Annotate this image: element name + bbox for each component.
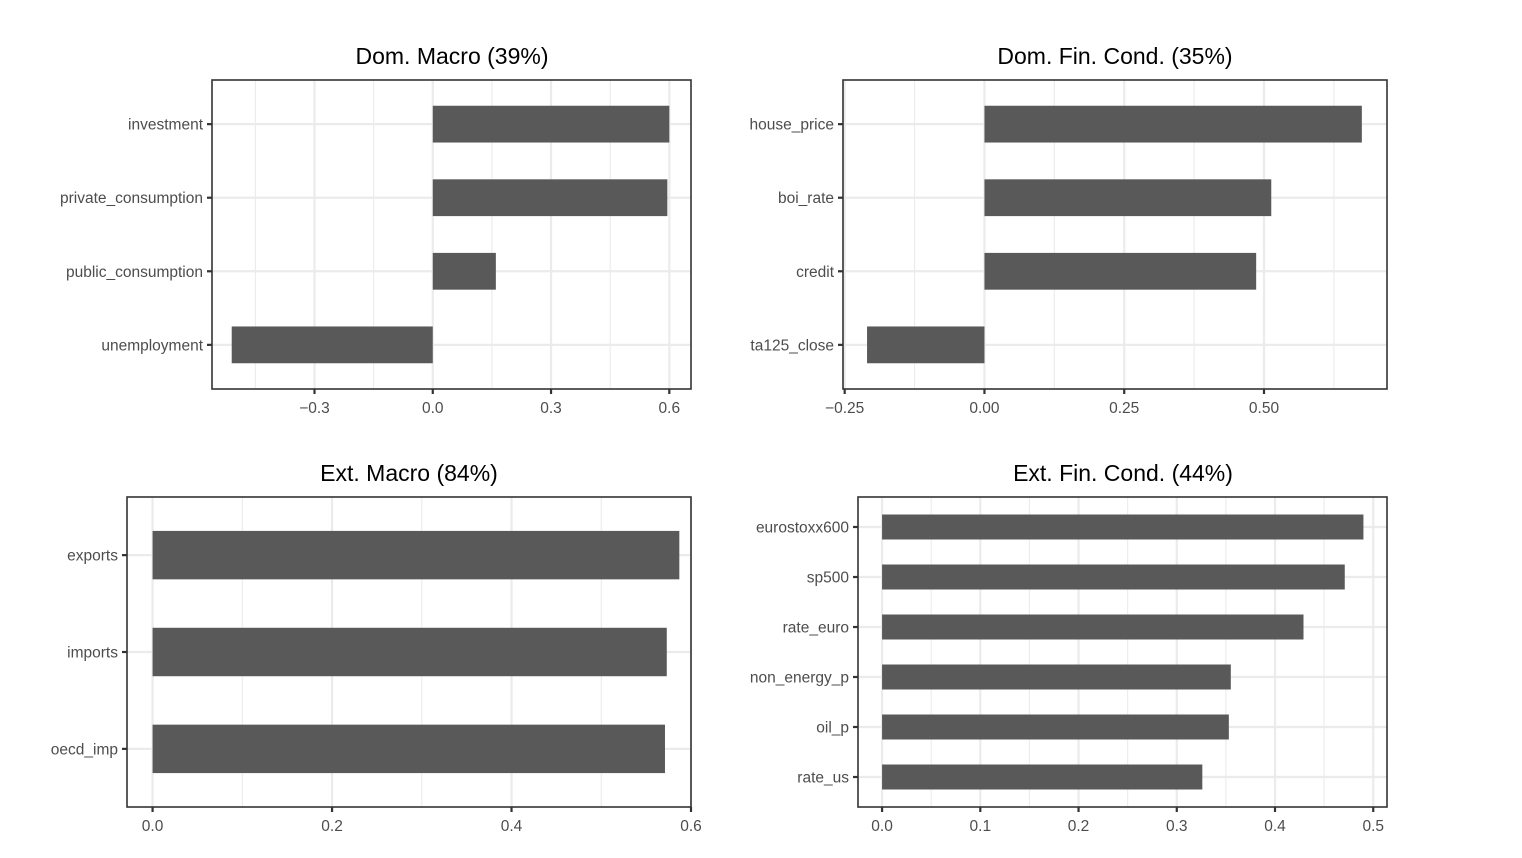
- x-tick-label: 0.5: [1362, 818, 1384, 835]
- x-tick-label: −0.25: [825, 400, 864, 417]
- y-tick-label: oil_p: [816, 720, 849, 737]
- bar-oecd_imp: [152, 724, 665, 774]
- y-tick-label: public_consumption: [66, 264, 203, 281]
- chart-panel-2: Dom. Fin. Cond. (35%) house_price boi_rate…: [750, 43, 1388, 417]
- bar-eurostoxx600: [882, 514, 1364, 540]
- panel-title: Dom. Macro (39%): [356, 43, 549, 69]
- x-tick-label: 0.2: [1068, 818, 1090, 835]
- y-tick-label: credit: [796, 264, 835, 281]
- bar-exports: [152, 530, 680, 580]
- x-tick-label: 0.0: [142, 818, 164, 835]
- y-tick-label: non_energy_p: [750, 670, 849, 687]
- y-tick-label: rate_us: [797, 770, 849, 787]
- panel-title: Ext. Macro (84%): [320, 460, 498, 486]
- y-tick-label: oecd_imp: [51, 741, 118, 758]
- chart-panel-1: Dom. Macro (39%) investment private_consum…: [60, 43, 692, 417]
- y-tick-label: boi_rate: [778, 190, 834, 207]
- chart-panel-4: Ext. Fin. Cond. (44%) eurostoxx600 sp500 ra…: [750, 460, 1388, 835]
- bar-unemployment: [231, 326, 433, 364]
- y-tick-label: eurostoxx600: [756, 520, 849, 537]
- y-tick-label: investment: [128, 117, 204, 134]
- x-tick-label: 0.2: [321, 818, 343, 835]
- bar-rate_euro: [882, 614, 1304, 640]
- bar-non_energy_p: [882, 664, 1231, 690]
- x-tick-label: 0.1: [970, 818, 992, 835]
- y-tick-label: rate_euro: [783, 620, 849, 637]
- panel-border: [857, 496, 1388, 808]
- x-tick-label: 0.6: [680, 818, 702, 835]
- bar-credit: [984, 252, 1257, 290]
- chart-panel-3: Ext. Macro (84%) exports imports oecd_imp 0.…: [51, 460, 702, 835]
- bar-imports: [152, 627, 667, 677]
- y-tick-label: imports: [67, 645, 118, 662]
- bar-rate_us: [882, 764, 1203, 790]
- bar-boi_rate: [984, 179, 1272, 217]
- y-tick-label: ta125_close: [750, 337, 834, 354]
- bar-house_price: [984, 105, 1362, 143]
- x-tick-label: 0.50: [1249, 400, 1280, 417]
- bar-investment: [432, 105, 670, 143]
- y-tick-label: private_consumption: [60, 190, 203, 207]
- x-tick-label: 0.0: [871, 818, 893, 835]
- x-tick-label: 0.4: [501, 818, 523, 835]
- y-tick-label: house_price: [750, 117, 834, 134]
- bar-public_consumption: [432, 252, 496, 290]
- bar-ta125_close: [867, 326, 985, 364]
- panel-title: Dom. Fin. Cond. (35%): [997, 43, 1232, 69]
- x-tick-label: 0.4: [1264, 818, 1286, 835]
- y-tick-label: unemployment: [101, 337, 203, 354]
- x-tick-label: 0.00: [969, 400, 1000, 417]
- panel-border: [211, 79, 692, 390]
- panel-title: Ext. Fin. Cond. (44%): [1013, 460, 1233, 486]
- x-tick-label: 0.3: [1166, 818, 1188, 835]
- x-tick-label: −0.3: [299, 400, 330, 417]
- x-tick-label: 0.25: [1109, 400, 1139, 417]
- bar-sp500: [882, 564, 1345, 590]
- bar-private_consumption: [432, 179, 668, 217]
- panel-border: [842, 79, 1388, 390]
- y-tick-label: sp500: [807, 570, 850, 587]
- y-tick-label: exports: [67, 548, 118, 565]
- x-tick-label: 0.0: [422, 400, 444, 417]
- x-tick-label: 0.3: [540, 400, 562, 417]
- x-tick-label: 0.6: [659, 400, 681, 417]
- bar-oil_p: [882, 714, 1229, 740]
